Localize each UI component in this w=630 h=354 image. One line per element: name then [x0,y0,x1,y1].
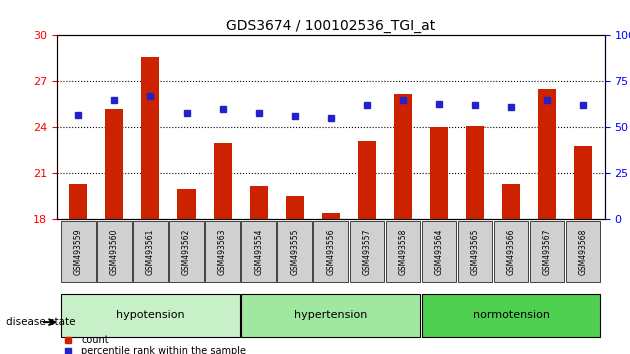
FancyBboxPatch shape [421,221,456,282]
Bar [394,94,412,219]
FancyBboxPatch shape [133,221,168,282]
FancyBboxPatch shape [277,221,312,282]
Bar [538,89,556,219]
FancyBboxPatch shape [421,294,600,337]
Text: hypotension: hypotension [116,310,185,320]
Text: percentile rank within the sample: percentile rank within the sample [81,346,246,354]
FancyBboxPatch shape [530,221,564,282]
Text: GSM493557: GSM493557 [362,228,371,275]
Text: GSM493555: GSM493555 [290,228,299,275]
Bar [502,184,520,219]
FancyBboxPatch shape [314,221,348,282]
FancyBboxPatch shape [566,221,600,282]
FancyBboxPatch shape [494,221,529,282]
Text: GSM493560: GSM493560 [110,228,119,275]
Text: GSM493561: GSM493561 [146,228,155,275]
Text: GSM493554: GSM493554 [254,228,263,275]
Text: hypertension: hypertension [294,310,367,320]
FancyBboxPatch shape [350,221,384,282]
Text: GSM493567: GSM493567 [542,228,552,275]
Text: GSM493563: GSM493563 [218,228,227,275]
Bar [178,189,195,219]
Bar [69,184,88,219]
Text: GSM493558: GSM493558 [398,228,408,275]
Bar [249,186,268,219]
Bar [105,109,123,219]
Bar [430,127,448,219]
FancyBboxPatch shape [97,221,132,282]
Text: normotension: normotension [472,310,549,320]
Text: GSM493562: GSM493562 [182,228,191,275]
FancyBboxPatch shape [169,221,204,282]
FancyBboxPatch shape [61,221,96,282]
Bar [142,57,159,219]
Bar [358,141,376,219]
FancyBboxPatch shape [386,221,420,282]
FancyBboxPatch shape [61,294,240,337]
Bar [322,213,340,219]
Text: disease state: disease state [6,317,76,327]
Text: GSM493564: GSM493564 [435,228,444,275]
FancyBboxPatch shape [241,221,276,282]
Text: count: count [81,335,109,345]
Bar [214,143,232,219]
Text: GSM493568: GSM493568 [579,228,588,275]
Text: GSM493566: GSM493566 [507,228,515,275]
Text: GSM493556: GSM493556 [326,228,335,275]
FancyBboxPatch shape [241,294,420,337]
Bar [466,126,484,219]
FancyBboxPatch shape [205,221,240,282]
Bar [574,146,592,219]
Bar [285,196,304,219]
FancyBboxPatch shape [457,221,492,282]
Text: GSM493565: GSM493565 [471,228,479,275]
Text: GSM493559: GSM493559 [74,228,83,275]
Title: GDS3674 / 100102536_TGI_at: GDS3674 / 100102536_TGI_at [226,19,435,33]
